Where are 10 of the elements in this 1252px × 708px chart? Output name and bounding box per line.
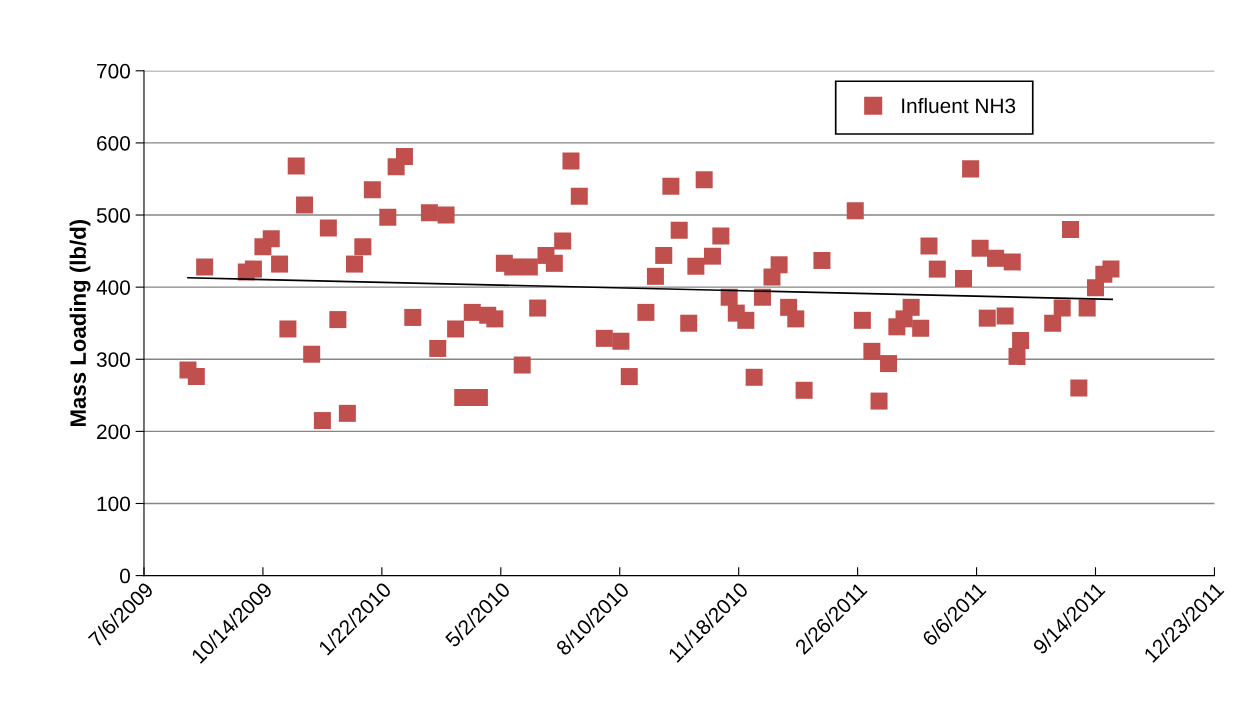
- y-tick-label: 400: [96, 280, 130, 295]
- y-tick-label: 100: [97, 496, 130, 512]
- y-tick-label: 0: [120, 568, 130, 584]
- y-tick-label: 600: [97, 135, 130, 151]
- y-tick-label: 300: [96, 352, 130, 368]
- y-tick-label: 700: [97, 63, 130, 79]
- legend-label: Influent NH3: [902, 97, 1016, 114]
- y-tick-label: 500: [96, 208, 130, 223]
- y-tick-label: 200: [97, 424, 130, 440]
- y-axis-title: Mass Loading (lb/d): [69, 219, 91, 427]
